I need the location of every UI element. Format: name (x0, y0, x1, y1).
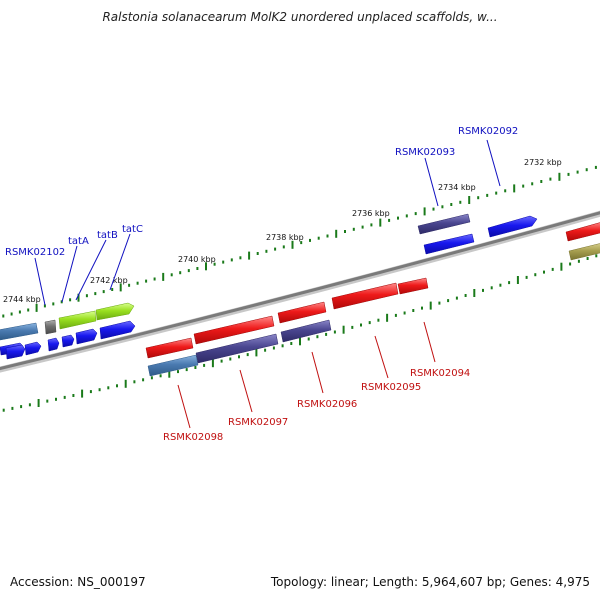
scale-label-2736: 2736 kbp (352, 209, 390, 218)
gene-label-RSMK02097: RSMK02097 (228, 417, 288, 428)
gene-blue-left-7[interactable] (99, 320, 136, 340)
scale-label-2740: 2740 kbp (178, 255, 216, 264)
gene-label-RSMK02093: RSMK02093 (395, 147, 455, 158)
gene-label-RSMK02102: RSMK02102 (5, 247, 65, 258)
gene-RSMK02098-red[interactable] (145, 337, 194, 359)
genome-summary-text: Topology: linear; Length: 5,964,607 bp; … (270, 575, 590, 589)
gene-label-tatB: tatB (97, 230, 118, 241)
gene-label-tatA: tatA (68, 236, 89, 247)
gene-blue-left-4[interactable] (47, 337, 60, 352)
gene-RSMK02097-red[interactable] (193, 315, 275, 345)
gene-tatC[interactable] (95, 302, 135, 321)
gene-RSMK02095[interactable] (331, 282, 399, 310)
map-title: Ralstonia solanacearum MolK2 unordered u… (102, 10, 498, 24)
scale-label-2738: 2738 kbp (266, 233, 304, 242)
gene-RSMK02092[interactable] (487, 215, 538, 238)
gene-label-RSMK02092: RSMK02092 (458, 126, 518, 137)
label-leader-lines (34, 139, 501, 429)
gene-RSMK02096[interactable] (280, 319, 332, 343)
scale-label-2734: 2734 kbp (438, 183, 476, 192)
gene-steel-left[interactable] (0, 322, 39, 341)
gene-red-right[interactable] (565, 222, 600, 242)
gene-label-RSMK02094: RSMK02094 (410, 368, 470, 379)
gene-label-tatC: tatC (122, 224, 143, 235)
accession-text: Accession: NS_000197 (10, 575, 146, 589)
gene-label-RSMK02096: RSMK02096 (297, 399, 357, 410)
gene-RSMK02096-red[interactable] (277, 301, 327, 324)
gene-RSMK02093-purple[interactable] (417, 213, 471, 235)
gene-label-RSMK02095: RSMK02095 (361, 382, 421, 393)
genes-reverse (145, 277, 429, 377)
scale-label-2732: 2732 kbp (524, 158, 562, 167)
gene-tatA[interactable] (44, 319, 57, 335)
gene-blue-left-5[interactable] (61, 334, 75, 348)
scale-label-2742: 2742 kbp (90, 276, 128, 285)
scale-ticks-bottom (2, 254, 598, 412)
gene-blue-left-3[interactable] (24, 341, 42, 356)
gene-tatB[interactable] (58, 310, 97, 330)
chromosome-backbone-core (0, 211, 600, 371)
gene-blue-left-6[interactable] (75, 328, 98, 345)
gene-RSMK02093[interactable] (423, 233, 475, 255)
genes-forward (0, 213, 600, 360)
gene-RSMK02097[interactable] (195, 333, 279, 364)
scale-label-2744: 2744 kbp (3, 295, 41, 304)
gene-RSMK02094[interactable] (397, 277, 429, 295)
gene-olive-right[interactable] (568, 243, 600, 261)
gene-blue-left-2[interactable] (5, 344, 26, 360)
gene-RSMK02098[interactable] (147, 354, 199, 377)
gene-label-RSMK02098: RSMK02098 (163, 432, 223, 443)
